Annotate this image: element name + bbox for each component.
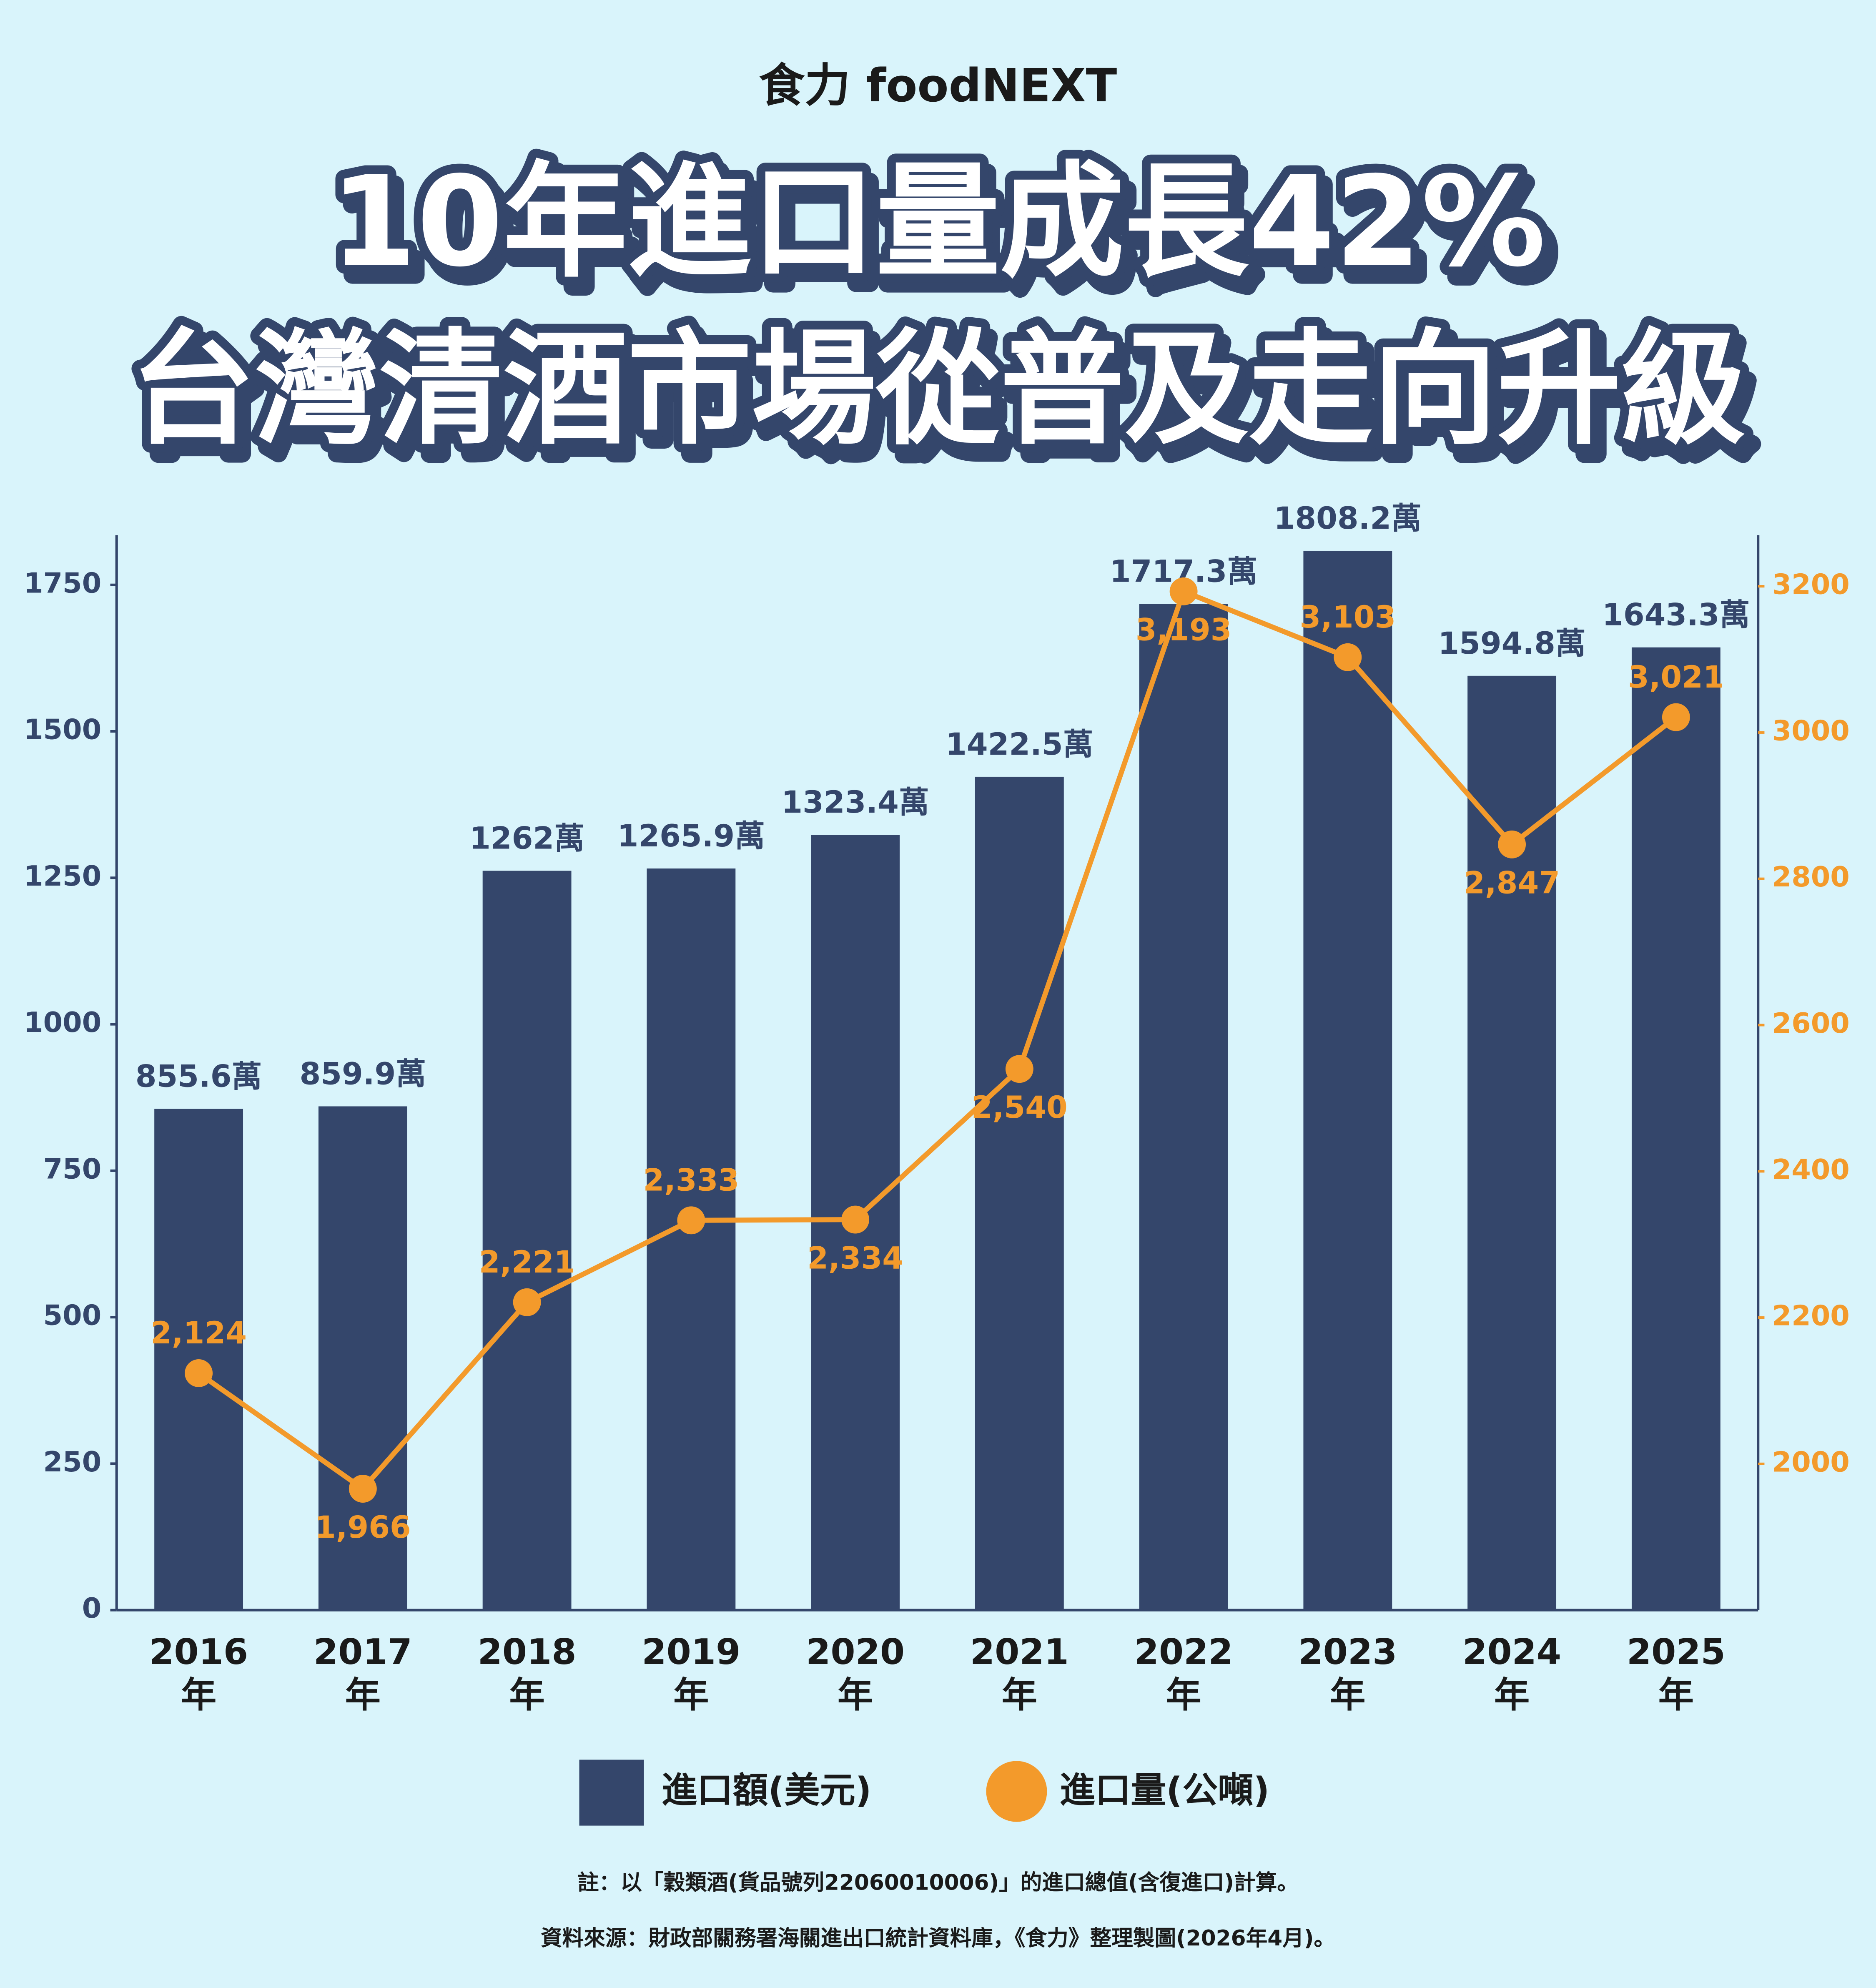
- data-label: 2,124: [150, 1315, 247, 1351]
- data-label: 1262萬: [469, 821, 584, 856]
- y2-tick-label: 2400: [1772, 1153, 1850, 1186]
- point: [677, 1206, 705, 1235]
- data-label: 3,021: [1628, 660, 1724, 695]
- point: [513, 1288, 541, 1316]
- y-tick-label: 1750: [24, 567, 101, 599]
- point: [1169, 577, 1198, 605]
- x-tick-label: 2019 年: [642, 1632, 740, 1716]
- data-label: 2,221: [479, 1245, 575, 1280]
- data-label: 1422.5萬: [946, 727, 1093, 762]
- bar: [1139, 604, 1228, 1610]
- y2-tick-label: 2000: [1772, 1446, 1850, 1478]
- point: [1005, 1055, 1033, 1083]
- legend-label: 進口額(美元): [662, 1770, 871, 1811]
- note: 資料來源：財政部關務署海關進出口統計資料庫，《食力》整理製圖(2026年4月)。: [541, 1926, 1335, 1951]
- point: [185, 1359, 213, 1387]
- data-label: 1265.9萬: [617, 818, 765, 854]
- logo: 食力 foodNEXT: [759, 59, 1117, 112]
- point: [1498, 830, 1526, 858]
- chart-title: 10年進口量成長42%: [330, 150, 1546, 294]
- y-tick-label: 250: [43, 1446, 102, 1478]
- y-tick-label: 0: [82, 1592, 102, 1624]
- bar: [482, 871, 572, 1610]
- data-label: 1643.3萬: [1602, 597, 1750, 633]
- line: [197, 588, 1678, 1492]
- data-label: 2,847: [1464, 866, 1560, 901]
- data-label: 855.6萬: [135, 1059, 262, 1094]
- x-tick-label: 2021 年: [970, 1632, 1069, 1716]
- y-tick-label: 500: [43, 1299, 102, 1332]
- bar: [318, 1106, 407, 1610]
- data-label: 1323.4萬: [781, 785, 929, 820]
- point: [841, 1205, 870, 1234]
- x-tick-label: 2024 年: [1462, 1632, 1561, 1716]
- title-shadow: 台灣清酒市場從普及走向升級: [138, 327, 1753, 472]
- note: 註：以「穀類酒(貨品號列22060010006)」的進口總值(含復進口)計算。: [577, 1870, 1299, 1895]
- bar: [1303, 550, 1392, 1610]
- data-label: 3,103: [1299, 600, 1396, 635]
- legend-label: 進口量(公噸): [1060, 1770, 1269, 1811]
- y2-tick-label: 3200: [1772, 568, 1850, 601]
- data-label: 1,966: [315, 1510, 411, 1545]
- x-tick-label: 2022 年: [1134, 1632, 1233, 1716]
- data-label: 859.9萬: [299, 1056, 426, 1092]
- legend-swatch: [579, 1760, 644, 1826]
- point: [1334, 643, 1362, 671]
- y-tick-label: 1000: [24, 1006, 101, 1039]
- title-shadow: 10年進口量成長42%: [338, 160, 1553, 304]
- y2-tick-label: 2800: [1772, 861, 1850, 893]
- x-tick-label: 2020 年: [806, 1632, 905, 1716]
- data-label: 3,193: [1136, 612, 1232, 648]
- y2-tick-label: 2200: [1772, 1300, 1850, 1332]
- x-tick-label: 2017 年: [314, 1632, 412, 1716]
- chart-title: 台灣清酒市場從普及走向升級: [130, 317, 1746, 462]
- data-label: 2,540: [971, 1090, 1068, 1125]
- x-tick-label: 2023 年: [1298, 1632, 1397, 1716]
- y-tick-label: 750: [43, 1152, 102, 1185]
- data-label: 2,334: [807, 1240, 903, 1276]
- y2-tick-label: 3000: [1772, 714, 1850, 747]
- data-label: 2,333: [643, 1163, 739, 1198]
- bar: [1631, 647, 1721, 1610]
- point: [349, 1475, 377, 1503]
- data-label: 1594.8萬: [1438, 626, 1586, 661]
- bar: [647, 868, 736, 1610]
- data-label: 1808.2萬: [1274, 501, 1422, 536]
- x-tick-label: 2025 年: [1627, 1632, 1726, 1716]
- point: [1662, 703, 1690, 731]
- y-tick-label: 1250: [24, 860, 101, 892]
- bar: [1467, 675, 1557, 1610]
- x-tick-label: 2016 年: [149, 1632, 248, 1716]
- y-tick-label: 1500: [24, 713, 101, 746]
- x-tick-label: 2018 年: [478, 1632, 577, 1716]
- bar: [975, 776, 1064, 1610]
- y2-tick-label: 2600: [1772, 1007, 1850, 1039]
- legend-swatch: [986, 1761, 1047, 1822]
